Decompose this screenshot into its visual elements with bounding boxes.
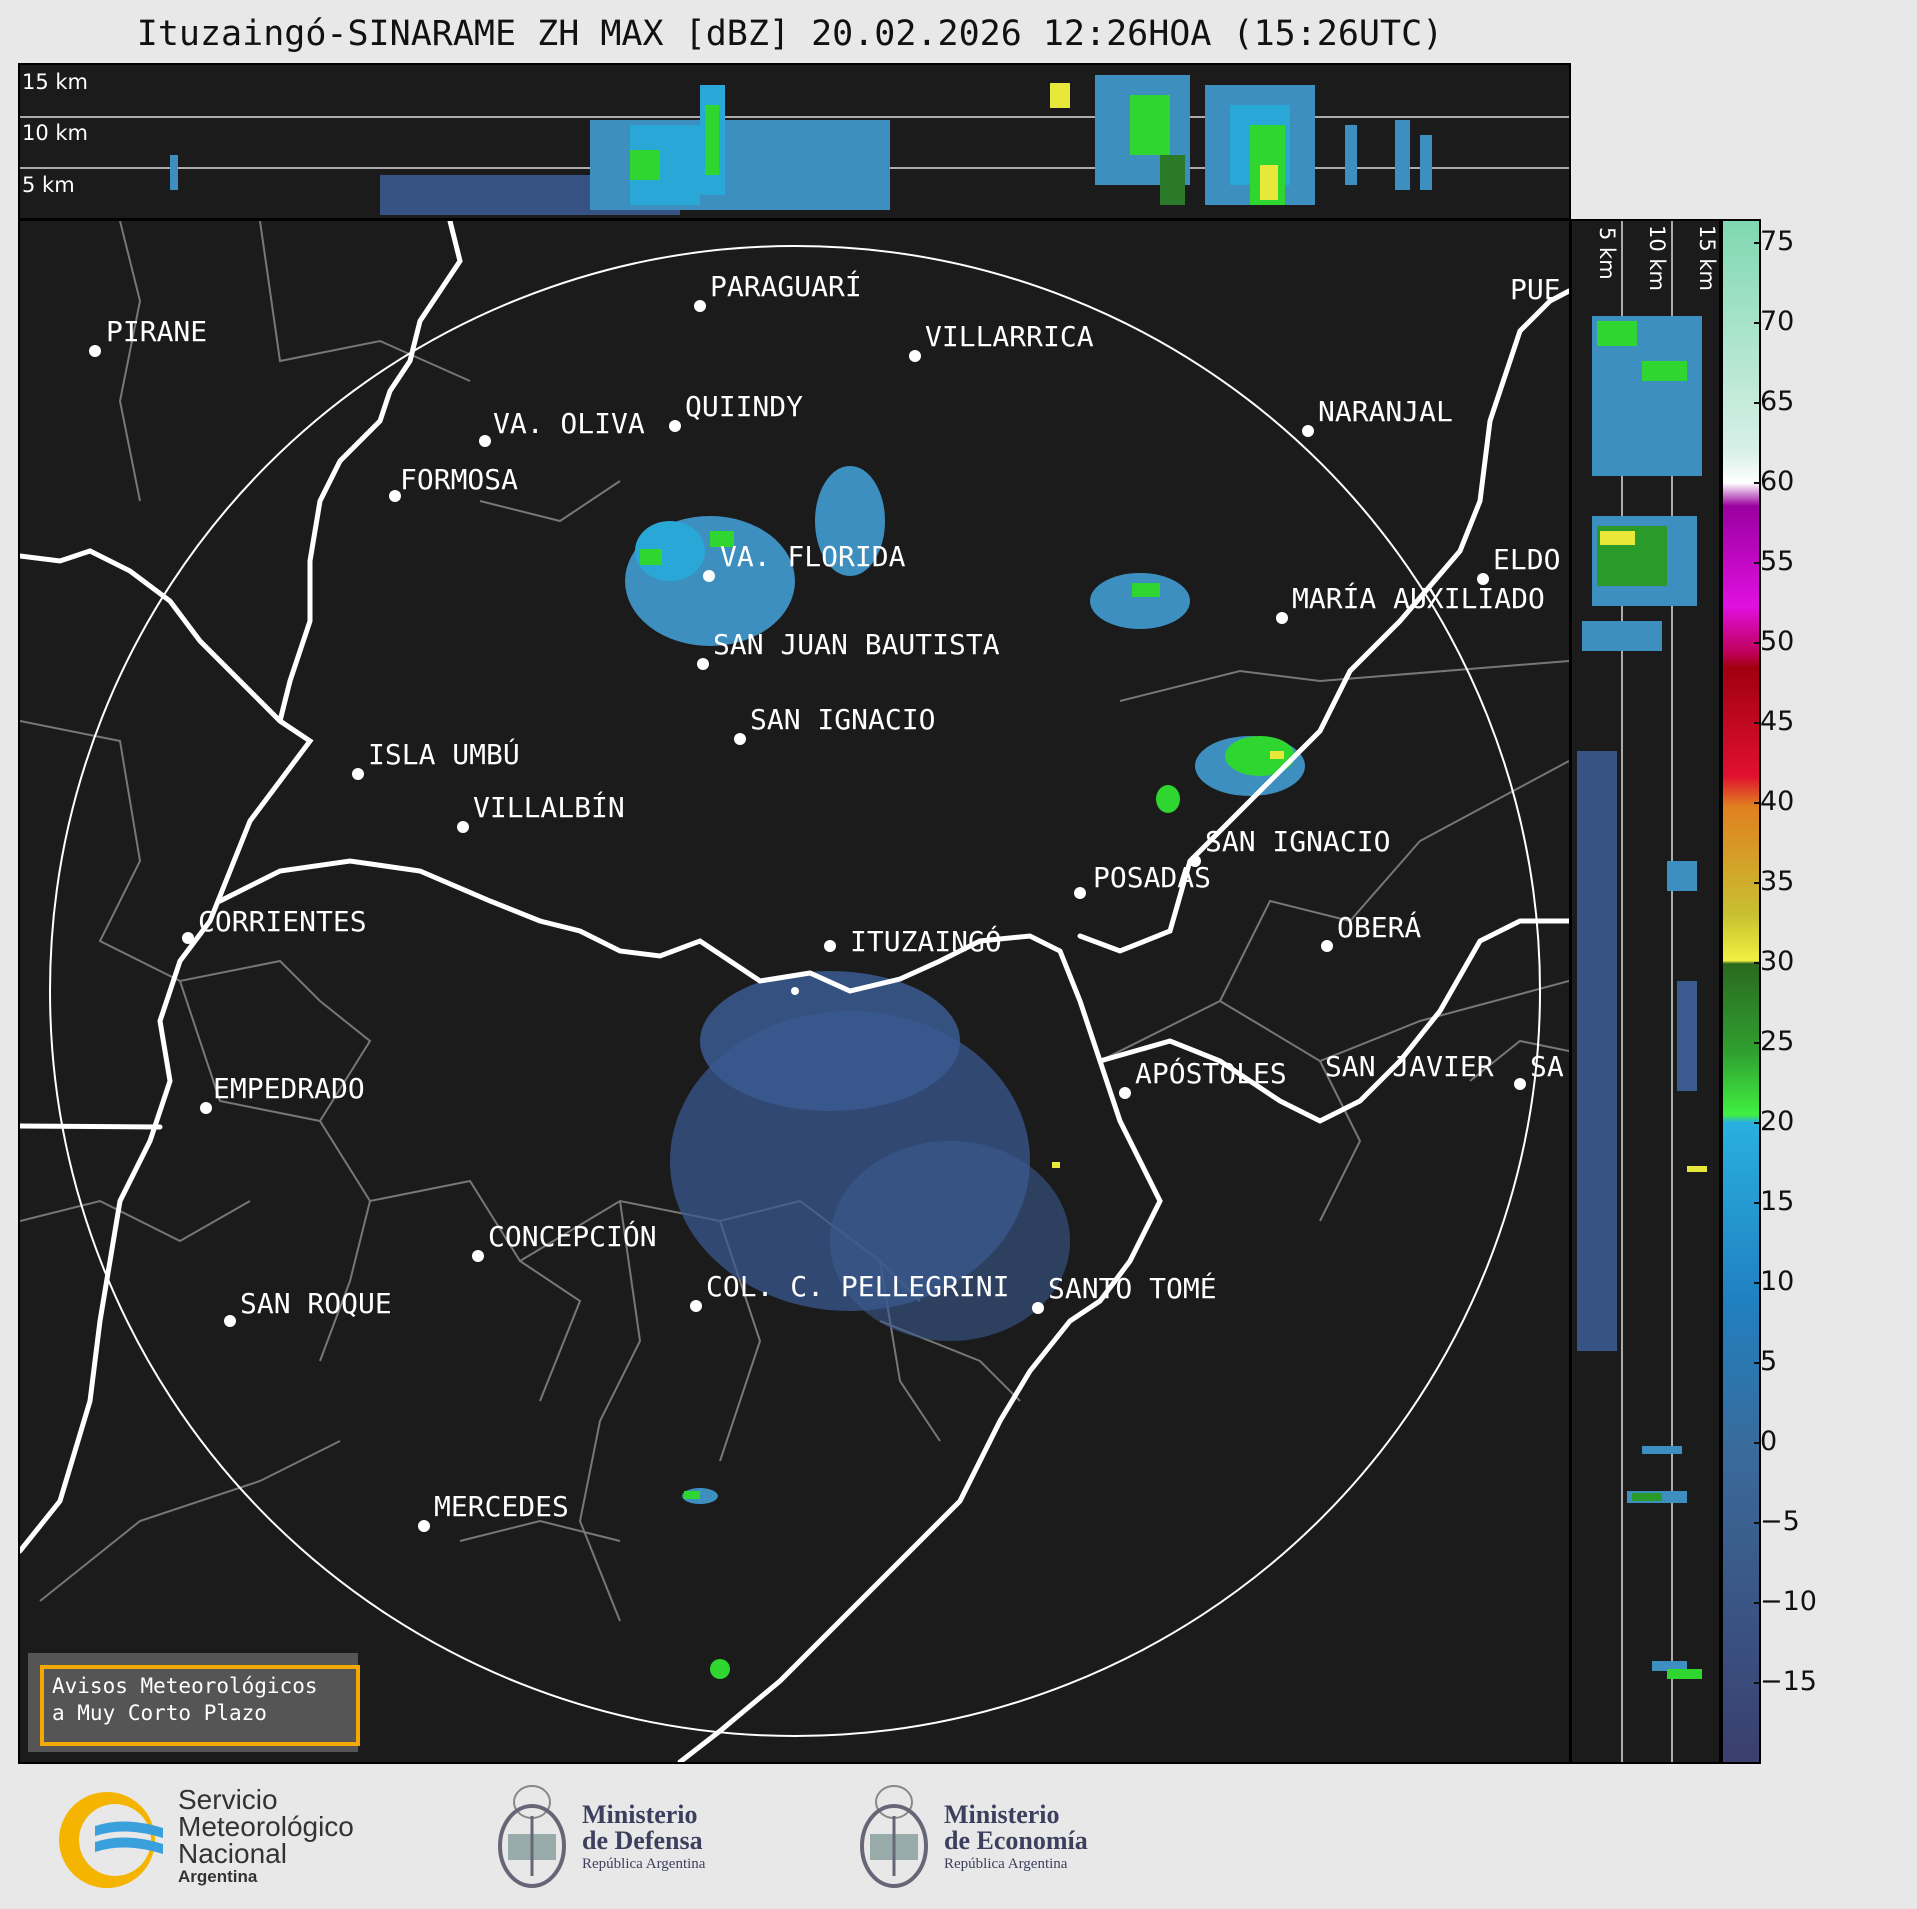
colorbar-tick: 20: [1753, 1106, 1795, 1137]
city-label-san-ignacio-ar: SAN IGNACIO: [1205, 825, 1390, 858]
city-label-san-ignacio-py: SAN IGNACIO: [750, 703, 935, 736]
colorbar-tick: 15: [1753, 1186, 1795, 1217]
colorbar-tick: 75: [1753, 226, 1795, 257]
top-height-10km: 10 km: [22, 121, 88, 145]
city-label-pue: PUE: [1510, 273, 1561, 306]
colorbar-tick: 5: [1753, 1346, 1778, 1377]
colorbar-tick: 25: [1753, 1026, 1795, 1057]
radar-site-marker: [791, 987, 799, 995]
city-label-naranjal: NARANJAL: [1318, 395, 1453, 428]
city-label-posadas: POSADAS: [1093, 861, 1211, 894]
top-height-5km: 5 km: [22, 173, 75, 197]
city-label-sa: SA: [1530, 1050, 1564, 1083]
city-label-va-florida: VA. FLORIDA: [720, 540, 906, 573]
short-term-warnings-button[interactable]: Avisos Meteorológicos a Muy Corto Plazo: [28, 1653, 360, 1752]
colorbar-tick: 35: [1753, 866, 1795, 897]
city-label-isla-umbu: ISLA UMBÚ: [368, 737, 520, 771]
city-label-corrientes: CORRIENTES: [198, 905, 367, 938]
colorbar-tick: 45: [1753, 706, 1795, 737]
top-profile-echoes: [170, 75, 1432, 215]
side-height-15km: 15 km: [1695, 225, 1719, 291]
smn-logo-icon: [59, 1792, 163, 1888]
city-label-pirane: PIRANE: [106, 315, 207, 348]
city-label-mercedes: MERCEDES: [434, 1490, 569, 1523]
department-boundaries: [20, 221, 1569, 1622]
colorbar-tick: 10: [1753, 1266, 1795, 1297]
city-label-ituzaingo: ITUZAINGÓ: [850, 924, 1002, 958]
smn-name-line-2: Meteorológico: [178, 1811, 354, 1842]
footer-logos: Servicio Meteorológico Nacional Argentin…: [0, 1762, 1917, 1909]
economia-line-3: República Argentina: [944, 1856, 1068, 1872]
city-label-obera: OBERÁ: [1337, 910, 1421, 944]
smn-name-line-3: Nacional: [178, 1838, 287, 1869]
top-height-15km: 15 km: [22, 70, 88, 94]
colorbar-tick: 60: [1753, 466, 1795, 497]
city-label-villarrica: VILLARRICA: [925, 320, 1094, 353]
colorbar-tick: 0: [1753, 1426, 1778, 1457]
side-height-5km: 5 km: [1595, 227, 1619, 280]
colorbar-tick: 40: [1753, 786, 1795, 817]
city-label-villalbin: VILLALBÍN: [473, 790, 625, 824]
economia-line-2: de Economía: [944, 1826, 1088, 1855]
colorbar-tick: 50: [1753, 626, 1795, 657]
city-label-maria-auxiliado: MARÍA AUXILIADO: [1292, 581, 1545, 615]
city-label-col-c-pellegrini: COL. C. PELLEGRINI: [706, 1270, 1009, 1303]
defensa-line-1: Ministerio: [582, 1800, 698, 1829]
map-title: Ituzaingó-SINARAME ZH MAX [dBZ] 20.02.20…: [136, 14, 1444, 54]
precipitation-echoes: [625, 466, 1305, 1679]
colorbar-tick: 30: [1753, 946, 1795, 977]
coat-of-arms-icon: [860, 1785, 928, 1888]
city-label-va-oliva: VA. OLIVA: [493, 407, 645, 440]
city-label-eldo: ELDO: [1493, 543, 1560, 576]
city-label-concepcion: CONCEPCIÓN: [488, 1219, 657, 1253]
rivers-and-borders: [20, 221, 1569, 1762]
smn-name-line-1: Servicio: [178, 1784, 278, 1815]
side-height-10km: 10 km: [1645, 225, 1669, 291]
city-label-empedrado: EMPEDRADO: [213, 1072, 365, 1105]
colorbar-tick: −10: [1754, 1586, 1817, 1617]
colorbar-tick: −15: [1754, 1666, 1817, 1697]
city-markers: [89, 300, 1526, 1532]
radar-map[interactable]: PARAGUARÍ PIRANE VILLARRICA PUE QUIINDY …: [18, 219, 1571, 1764]
defensa-line-3: República Argentina: [582, 1856, 706, 1872]
colorbar-tick: 65: [1753, 386, 1795, 417]
city-label-paraguari: PARAGUARÍ: [710, 269, 862, 303]
side-profile-echoes: [1577, 316, 1707, 1679]
smn-name-line-4: Argentina: [178, 1867, 258, 1886]
notice-line-2: a Muy Corto Plazo: [52, 1701, 267, 1725]
city-label-apostoles: APÓSTOLES: [1135, 1056, 1287, 1090]
city-label-formosa: FORMOSA: [400, 463, 518, 496]
range-ring: [49, 245, 1541, 1737]
colorbar-tick: 70: [1753, 306, 1795, 337]
city-label-san-javier: SAN JAVIER: [1325, 1050, 1494, 1083]
side-height-profile: 5 km 10 km 15 km: [1570, 219, 1721, 1764]
economia-seal: [856, 1776, 932, 1896]
economia-line-1: Ministerio: [944, 1800, 1060, 1829]
city-label-san-juan-bautista: SAN JUAN BAUTISTA: [713, 628, 1000, 661]
radar-clutter: [670, 971, 1070, 1341]
defensa-line-2: de Defensa: [582, 1826, 703, 1855]
city-label-quiindy: QUIINDY: [685, 390, 803, 423]
colorbar-tick: 55: [1753, 546, 1795, 577]
colorbar-tick: −5: [1754, 1506, 1800, 1537]
city-label-santo-tome: SANTO TOMÉ: [1048, 1271, 1217, 1305]
notice-line-1: Avisos Meteorológicos: [52, 1674, 318, 1698]
defensa-seal: [494, 1776, 570, 1896]
city-label-san-roque: SAN ROQUE: [240, 1287, 392, 1320]
dbz-colorbar: [1721, 219, 1761, 1764]
top-height-profile: 15 km 10 km 5 km: [18, 63, 1571, 220]
coat-of-arms-icon: [498, 1785, 566, 1888]
smn-logo: [55, 1788, 165, 1898]
